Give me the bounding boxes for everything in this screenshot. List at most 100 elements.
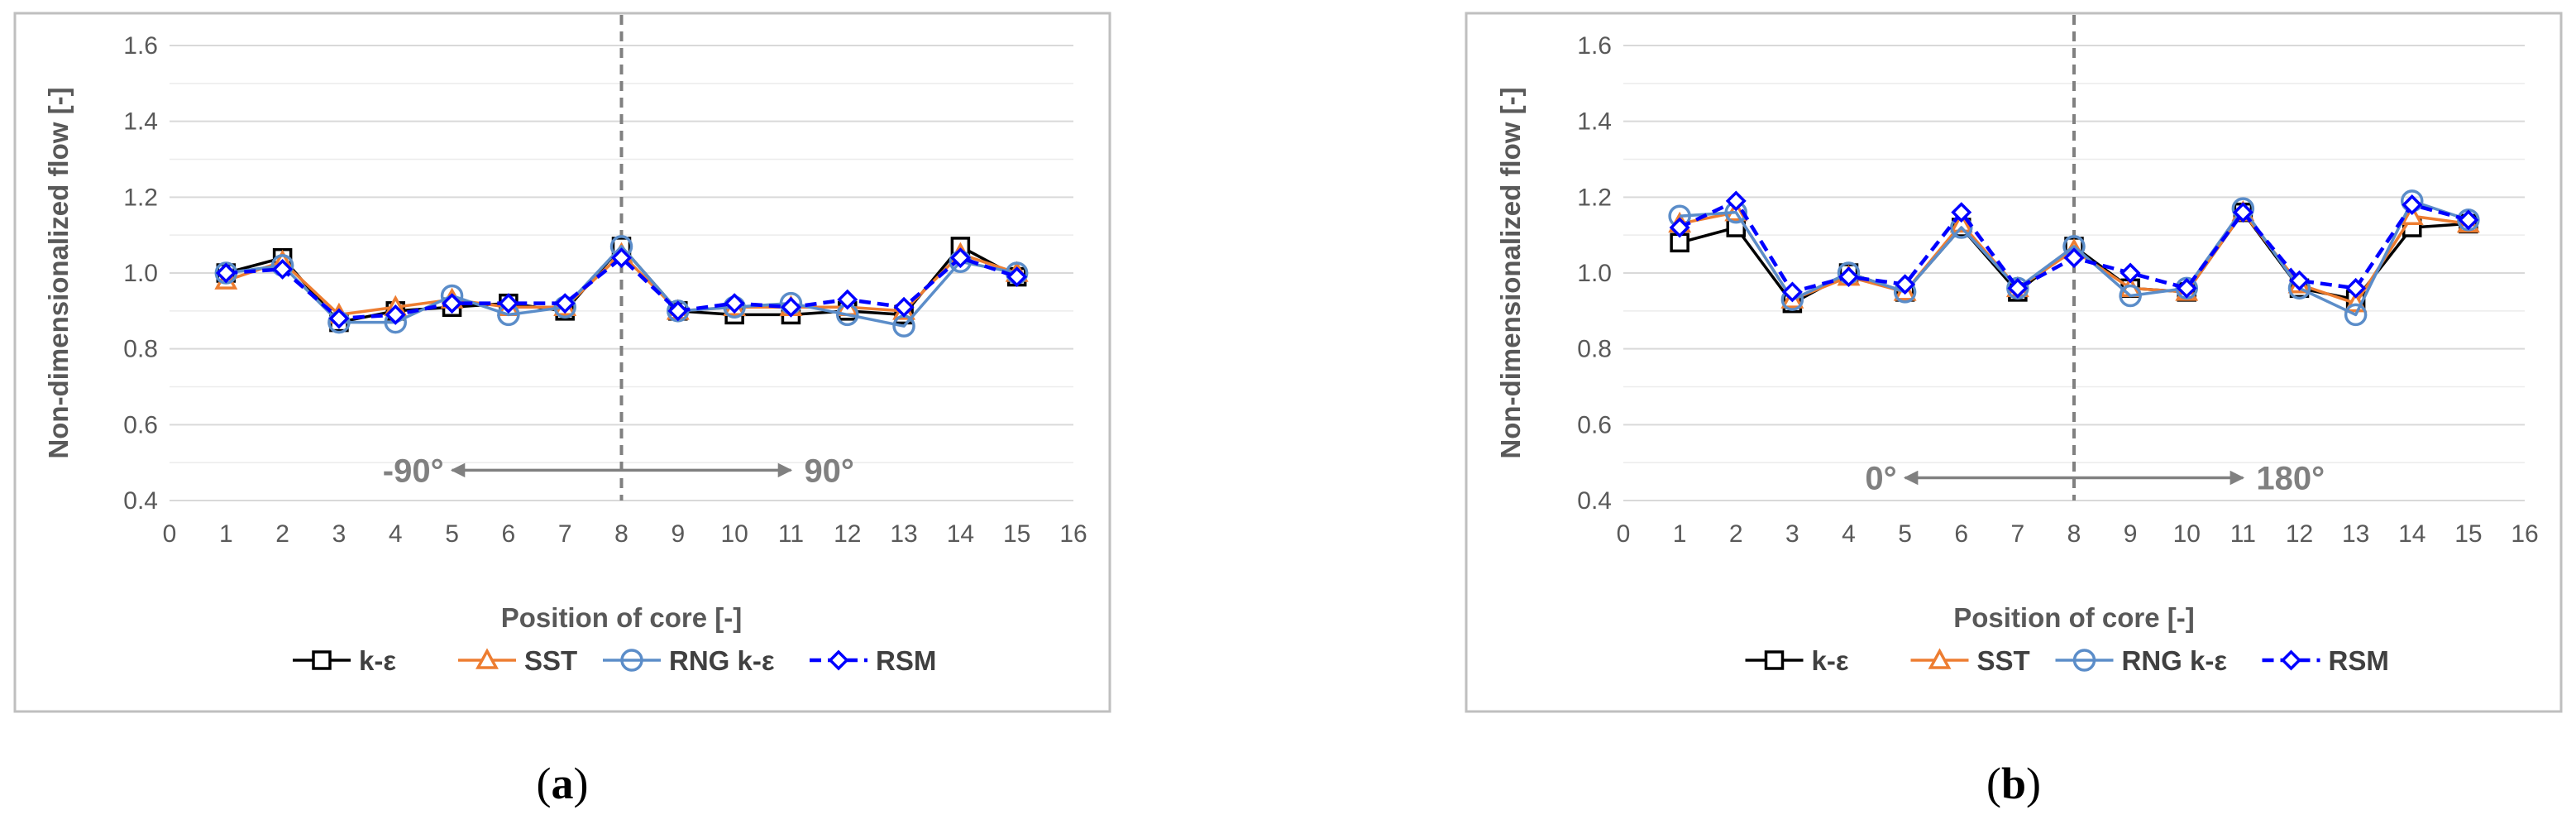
range-arrow: -90° 90°	[383, 453, 854, 489]
panel-label-b: (b)	[1986, 759, 2041, 808]
y-tick-label: 0.6	[123, 411, 158, 438]
legend-marker	[828, 649, 849, 671]
data-point	[2063, 247, 2085, 269]
data-point	[1951, 202, 1972, 223]
y-tick-label: 0.4	[123, 487, 158, 515]
data-point	[272, 258, 294, 280]
data-point	[1669, 217, 1690, 238]
legend: k-ε SST RNG k-ε RSM	[1745, 645, 2389, 676]
data-point	[2176, 277, 2197, 299]
data-point	[2344, 303, 2368, 327]
legend-item-rsm: RSM	[2262, 645, 2389, 676]
series-group	[1668, 189, 2480, 327]
data-point	[2400, 204, 2424, 225]
legend-label: RNG k-ε	[669, 645, 775, 676]
data-point	[2119, 284, 2142, 308]
data-point	[1838, 266, 1859, 288]
y-tick-label: 1.0	[123, 260, 158, 287]
y-tick-labels: 0.4 0.6 0.8 1.0 1.2 1.4 1.6	[123, 32, 158, 515]
data-point	[2289, 270, 2310, 291]
x-tick-label: 14	[947, 520, 974, 548]
x-tick-label: 12	[2286, 520, 2313, 548]
y-tick-label: 1.6	[123, 32, 158, 60]
data-point	[1949, 211, 1973, 233]
data-point	[1006, 266, 1028, 288]
legend-marker	[312, 650, 332, 670]
data-point	[837, 289, 858, 310]
x-tick-label: 14	[2398, 520, 2425, 548]
x-tick-label: 0	[163, 520, 177, 548]
x-tick-label: 1	[219, 520, 233, 548]
legend-marker	[2072, 649, 2096, 672]
legend-item-sst: SST	[458, 645, 577, 676]
y-axis-title: Non-dimensionalized flow [-]	[1495, 87, 1526, 458]
data-point	[554, 293, 576, 314]
x-tick-label: 6	[1954, 520, 1968, 548]
range-left-label: 0°	[1865, 461, 1896, 497]
data-point	[893, 296, 915, 318]
legend-marker	[620, 649, 643, 672]
chart-frame	[1465, 12, 2563, 713]
legend-label: k-ε	[1812, 645, 1849, 676]
range-right-label: 90°	[804, 453, 854, 489]
data-point	[385, 304, 406, 325]
series-rsm	[1669, 190, 2479, 303]
legend-label: RNG k-ε	[2122, 645, 2228, 676]
data-point	[498, 293, 519, 314]
legend-label: SST	[524, 645, 577, 676]
x-tick-label: 8	[2067, 520, 2081, 548]
series-group	[214, 235, 1029, 338]
x-tick-label: 4	[1842, 520, 1856, 548]
data-point	[724, 293, 745, 314]
range-left-label: -90°	[383, 453, 444, 489]
legend-label: RSM	[2329, 645, 2389, 676]
legend-label: k-ε	[359, 645, 396, 676]
data-point	[2007, 277, 2029, 299]
x-tick-label: 16	[1059, 520, 1087, 548]
x-tick-label: 10	[720, 520, 748, 548]
series-line	[226, 245, 1018, 328]
data-point	[328, 308, 350, 329]
series-line	[226, 256, 1018, 321]
data-point	[1895, 274, 1916, 295]
y-axis-title: Non-dimensionalized flow [-]	[43, 87, 74, 458]
series-line	[1680, 199, 2469, 317]
data-point	[2120, 262, 2141, 284]
legend-item-rng-k-eps: RNG k-ε	[2055, 645, 2228, 676]
data-point	[2345, 277, 2367, 299]
x-tick-label: 11	[778, 520, 804, 548]
x-tick-label: 7	[558, 520, 572, 548]
legend-marker	[476, 648, 499, 669]
x-axis-title: Position of core [-]	[1953, 602, 2195, 633]
legend-label: RSM	[876, 645, 936, 676]
data-point	[611, 247, 632, 269]
y-tick-label: 1.6	[1577, 32, 1612, 60]
data-point	[1725, 190, 1747, 212]
legend-item-rng-k-eps: RNG k-ε	[603, 645, 775, 676]
x-tick-label: 4	[389, 520, 403, 548]
x-tick-label: 9	[2124, 520, 2138, 548]
legend-marker	[1928, 648, 1952, 669]
range-right-label: 180°	[2256, 461, 2325, 497]
legend-item-sst: SST	[1910, 645, 2030, 676]
y-tick-label: 1.2	[1577, 184, 1612, 211]
legend-item-k-eps: k-ε	[293, 645, 396, 676]
data-point	[1781, 281, 1803, 303]
x-tick-label: 5	[445, 520, 459, 548]
x-tick-label: 8	[614, 520, 628, 548]
x-tick-label: 1	[1673, 520, 1687, 548]
data-point	[2458, 209, 2479, 231]
x-tick-label: 11	[2230, 520, 2256, 548]
x-tick-label: 13	[890, 520, 917, 548]
y-tick-labels: 0.4 0.6 0.8 1.0 1.2 1.4 1.6	[1577, 32, 1612, 515]
y-tick-label: 1.4	[123, 108, 158, 136]
y-tick-label: 1.2	[123, 184, 158, 211]
y-tick-label: 0.8	[1577, 336, 1612, 363]
x-tick-labels: 0 1 2 3 4 5 6 7 8 9 10 11 12 13 14 15 16	[1617, 520, 2539, 548]
legend-marker	[2281, 649, 2301, 671]
data-point	[442, 293, 463, 314]
x-tick-label: 2	[1729, 520, 1743, 548]
data-point	[2232, 202, 2253, 223]
panel-label-a: (a)	[537, 759, 589, 808]
